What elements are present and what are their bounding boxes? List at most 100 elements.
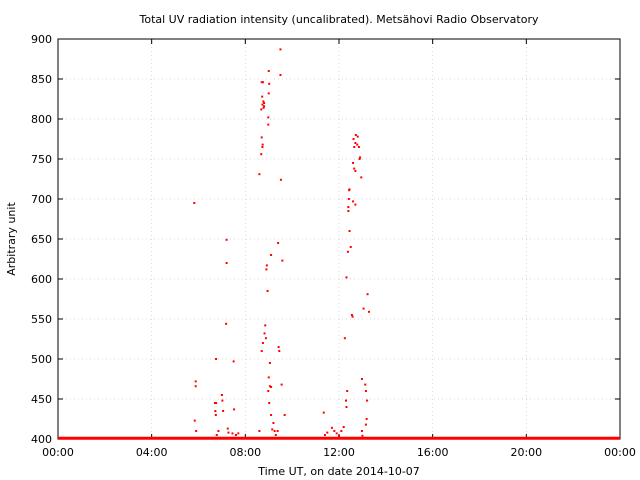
data-point [267, 376, 270, 379]
data-point [340, 430, 343, 432]
data-point [359, 156, 362, 159]
data-point [267, 70, 270, 72]
data-point [360, 176, 363, 179]
data-point [364, 383, 367, 386]
data-point [364, 423, 367, 426]
data-point [348, 189, 351, 192]
data-point [195, 430, 198, 432]
data-point [322, 411, 325, 414]
y-tick-label: 750 [31, 153, 52, 166]
data-point [345, 399, 348, 402]
data-point [360, 430, 363, 432]
data-point [281, 259, 284, 262]
data-point [260, 108, 263, 111]
data-point [360, 378, 363, 380]
data-point [261, 342, 264, 344]
data-point [214, 414, 217, 416]
data-point [335, 432, 338, 435]
x-axis-label: Time UT, on date 2014-10-07 [257, 465, 420, 478]
data-point [262, 106, 265, 109]
data-point [268, 385, 271, 388]
data-point [233, 408, 236, 411]
data-point [268, 362, 271, 364]
data-point [258, 173, 261, 176]
data-point [215, 434, 218, 436]
y-tick-label: 900 [31, 33, 52, 46]
data-point [277, 346, 280, 348]
data-point [352, 138, 355, 140]
data-point [345, 406, 348, 408]
data-point [271, 428, 274, 431]
data-point [272, 422, 275, 424]
data-point [347, 210, 350, 212]
data-point [347, 198, 350, 200]
data-point [349, 246, 352, 248]
data-point [261, 81, 264, 84]
data-point [362, 307, 365, 310]
y-tick-label: 600 [31, 273, 52, 286]
grid-lines [58, 39, 620, 439]
y-tick-label: 550 [31, 313, 52, 326]
y-tick-label: 700 [31, 193, 52, 206]
data-point [267, 123, 270, 126]
data-point [261, 103, 264, 106]
data-point [261, 143, 264, 146]
x-tick-label: 00:00 [604, 446, 636, 459]
data-point [346, 250, 349, 253]
data-point [350, 314, 353, 316]
data-point [221, 399, 224, 402]
data-point [193, 419, 196, 422]
data-point [354, 134, 357, 136]
y-axis: 400 450 500 550 600 650 700 750 800 850 900 [31, 33, 620, 446]
data-point [361, 434, 364, 437]
x-axis: 00:00 04:00 08:00 12:00 16:00 20:00 00:00 [42, 39, 636, 459]
data-point [342, 426, 345, 428]
data-point [326, 431, 329, 434]
data-point [365, 418, 368, 420]
data-point [225, 238, 228, 241]
data-point [264, 324, 267, 327]
data-point [263, 105, 266, 108]
y-axis-label: Arbitrary unit [5, 202, 18, 276]
data-point [263, 102, 266, 104]
data-point [273, 430, 276, 432]
data-point [222, 410, 225, 412]
data-point [237, 432, 240, 435]
data-point [232, 360, 235, 363]
data-point [266, 290, 269, 292]
data-point [356, 135, 359, 138]
data-point [261, 146, 264, 148]
data-point [258, 430, 261, 432]
data-point [367, 310, 370, 313]
x-tick-label: 20:00 [510, 446, 542, 459]
data-point [227, 431, 230, 434]
data-point [347, 206, 350, 208]
data-point [263, 332, 266, 335]
data-point [220, 394, 223, 396]
data-point [279, 178, 282, 181]
data-point [194, 385, 197, 388]
data-point [276, 430, 279, 432]
data-point [354, 170, 357, 172]
data-point [366, 399, 369, 402]
data-point [260, 81, 263, 84]
x-tick-label: 04:00 [136, 446, 168, 459]
data-point [280, 383, 283, 386]
data-point [279, 48, 282, 51]
data-point [345, 276, 348, 279]
data-point [225, 322, 228, 325]
data-point [268, 82, 271, 85]
data-point [346, 390, 349, 392]
data-point [215, 358, 218, 360]
data-point [366, 293, 369, 296]
y-tick-label: 650 [31, 233, 52, 246]
data-point [351, 315, 354, 318]
data-point [260, 350, 263, 352]
data-point [267, 92, 270, 95]
data-point [333, 430, 336, 432]
data-point [343, 337, 346, 340]
data-point [353, 146, 356, 148]
data-point [217, 430, 220, 432]
data-point [265, 264, 268, 267]
data-point [270, 254, 273, 256]
